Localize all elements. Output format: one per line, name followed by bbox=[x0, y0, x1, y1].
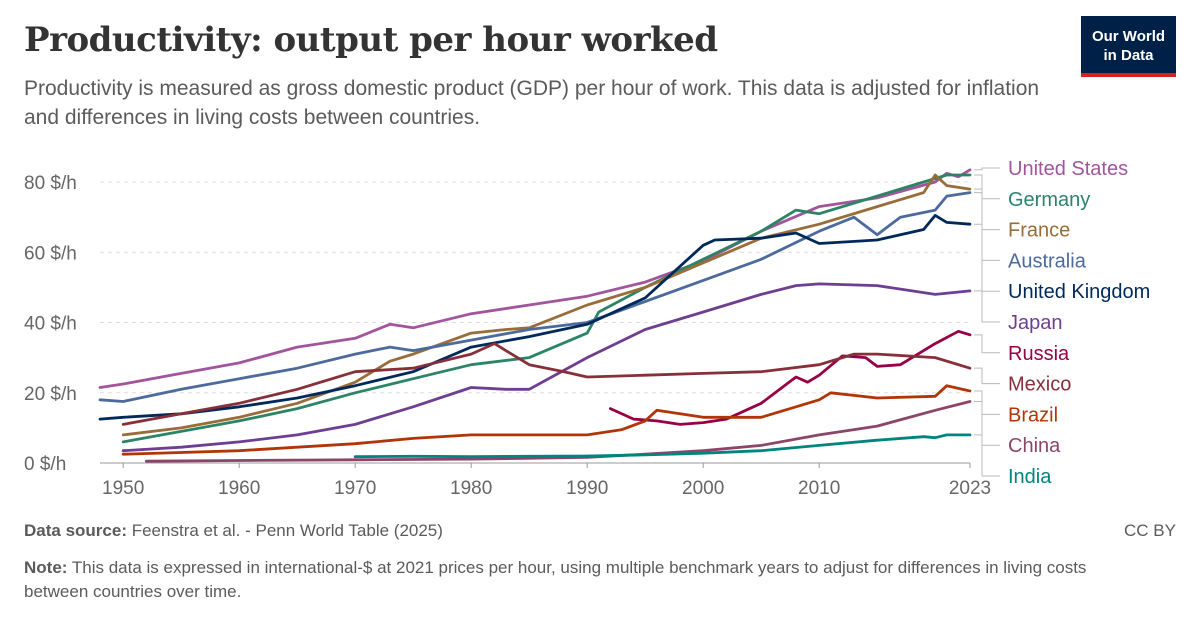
owid-logo[interactable]: Our World in Data bbox=[1081, 16, 1176, 77]
chart-subtitle: Productivity is measured as gross domest… bbox=[24, 77, 1040, 129]
x-axis: 1950 1960 1970 1980 1990 2000 2010 2023 bbox=[102, 463, 991, 499]
series-line-france[interactable] bbox=[121, 173, 972, 437]
series-line-united-states[interactable] bbox=[98, 168, 972, 389]
y-tick-label: 40 $/h bbox=[24, 314, 77, 335]
x-tick-label: 1960 bbox=[218, 478, 260, 499]
series-line-china[interactable] bbox=[145, 400, 972, 463]
series-line-australia[interactable] bbox=[98, 191, 972, 403]
legend: United States Germany France Australia Unite… bbox=[974, 158, 1150, 488]
source-text: Feenstra et al. - Penn World Table (2025… bbox=[131, 521, 443, 540]
legend-entry-france[interactable]: France bbox=[1008, 220, 1070, 242]
legend-connector bbox=[974, 401, 1000, 446]
legend-entry-mexico[interactable]: Mexico bbox=[1008, 374, 1071, 396]
legend-entry-brazil[interactable]: Brazil bbox=[1008, 404, 1058, 426]
x-tick-label: 1990 bbox=[566, 478, 608, 499]
x-tick-label: 2000 bbox=[682, 478, 724, 499]
y-tick-label: 0 $/h bbox=[24, 454, 66, 475]
y-tick-label: 20 $/h bbox=[24, 384, 77, 405]
legend-connector bbox=[974, 188, 1000, 231]
x-tick-label: 1950 bbox=[102, 478, 144, 499]
logo-line-2: in Data bbox=[1103, 47, 1154, 64]
y-tick-label: 80 $/h bbox=[24, 173, 77, 194]
legend-entry-australia[interactable]: Australia bbox=[1008, 250, 1087, 272]
line-chart: 0 $/h20 $/h40 $/h60 $/h80 $/h 1950 1960 19… bbox=[24, 158, 1150, 499]
y-tick-label: 60 $/h bbox=[24, 243, 77, 264]
series-line-mexico[interactable] bbox=[121, 342, 972, 426]
legend-connector bbox=[974, 167, 1000, 171]
source-label: Data source: bbox=[24, 521, 127, 540]
data-source: Data source: Feenstra et al. - Penn Worl… bbox=[24, 521, 443, 541]
legend-entry-india[interactable]: India bbox=[1008, 466, 1052, 488]
series-line-india[interactable] bbox=[353, 433, 972, 459]
license-link[interactable]: CC BY bbox=[1124, 521, 1176, 540]
series-line-russia[interactable] bbox=[609, 329, 972, 426]
legend-connector bbox=[974, 434, 1000, 477]
legend-connector bbox=[974, 367, 1000, 385]
chart-title: Productivity: output per hour worked bbox=[24, 20, 718, 60]
legend-entry-china[interactable]: China bbox=[1008, 435, 1061, 457]
legend-entry-russia[interactable]: Russia bbox=[1008, 343, 1070, 365]
legend-entry-germany[interactable]: Germany bbox=[1008, 189, 1090, 211]
x-tick-label: 1980 bbox=[450, 478, 492, 499]
series-line-germany[interactable] bbox=[121, 173, 972, 444]
legend-entry-united-kingdom[interactable]: United Kingdom bbox=[1008, 281, 1150, 303]
x-tick-label: 2010 bbox=[798, 478, 840, 499]
legend-connector bbox=[974, 290, 1000, 323]
x-tick-label: 2023 bbox=[949, 478, 991, 499]
series-line-brazil[interactable] bbox=[121, 384, 972, 456]
grid-lines bbox=[100, 181, 970, 464]
series-line-united-kingdom[interactable] bbox=[98, 214, 972, 421]
chart-note: Note: This data is expressed in internat… bbox=[24, 556, 1124, 604]
legend-connector bbox=[974, 223, 1000, 292]
x-tick-label: 1970 bbox=[334, 478, 376, 499]
legend-connector bbox=[974, 192, 1000, 261]
series-line-japan[interactable] bbox=[121, 282, 972, 453]
logo-line-1: Our World bbox=[1091, 28, 1166, 45]
series-lines bbox=[98, 168, 972, 463]
note-text: This data is expressed in international-… bbox=[24, 558, 1087, 601]
y-axis: 0 $/h 20 $/h 40 $/h 60 $/h 80 $/h bbox=[24, 173, 77, 475]
legend-connector bbox=[974, 390, 1000, 415]
legend-connector bbox=[974, 174, 1000, 200]
note-label: Note: bbox=[24, 558, 68, 577]
legend-entry-united-states[interactable]: United States bbox=[1008, 158, 1128, 180]
legend-entry-japan[interactable]: Japan bbox=[1008, 312, 1063, 334]
legend-connector bbox=[974, 334, 1000, 354]
